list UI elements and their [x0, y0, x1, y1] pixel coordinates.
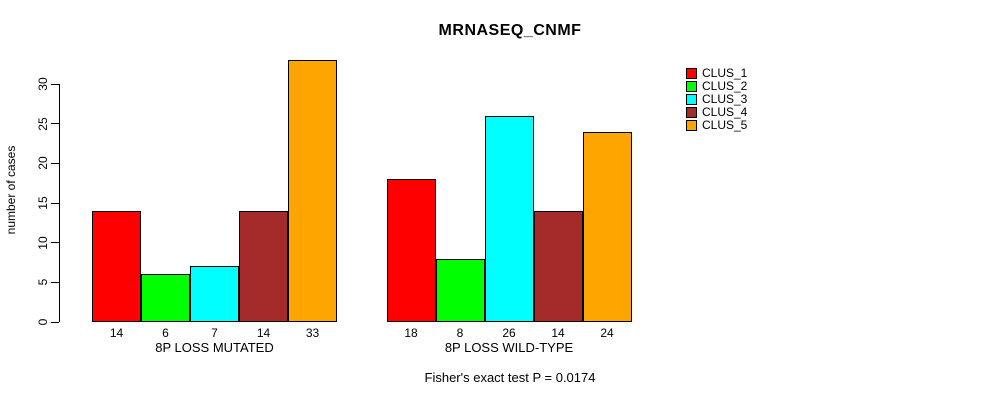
- y-axis-tick: [51, 242, 59, 244]
- bar-value-label: 7: [211, 326, 218, 340]
- bar-value-label: 26: [502, 326, 516, 340]
- legend-item: CLUS_1: [686, 67, 747, 80]
- bar-value-label: 6: [162, 326, 169, 340]
- legend-item: CLUS_4: [686, 106, 747, 119]
- legend-label: CLUS_1: [702, 66, 748, 80]
- y-axis-tick: [51, 83, 59, 85]
- legend-label: CLUS_5: [702, 118, 748, 132]
- fisher-test-annotation: Fisher's exact test P = 0.0174: [424, 370, 596, 385]
- y-axis-tick: [51, 202, 59, 204]
- bar-8p-loss-mutated-clus_3: [190, 266, 239, 322]
- legend-swatch-clus_4: [686, 107, 697, 118]
- bar-8p-loss-wild-type-clus_1: [386, 179, 436, 322]
- bar-value-label: 14: [551, 326, 565, 340]
- bar-8p-loss-mutated-clus_1: [92, 210, 141, 322]
- legend-swatch-clus_3: [686, 94, 697, 105]
- y-axis-tick: [51, 162, 59, 164]
- group-label-8p-loss-wild-type: 8P LOSS WILD-TYPE: [444, 340, 574, 355]
- bar-8p-loss-mutated-clus_2: [141, 274, 190, 322]
- bar-8p-loss-mutated-clus_4: [239, 210, 288, 322]
- legend-swatch-clus_1: [686, 68, 697, 79]
- legend-swatch-clus_2: [686, 81, 697, 92]
- legend: CLUS_1 CLUS_2 CLUS_3 CLUS_4 CLUS_5: [686, 67, 747, 132]
- legend-label: CLUS_3: [702, 92, 748, 106]
- bar-value-label: 14: [109, 326, 124, 340]
- bar-value-label: 24: [600, 326, 614, 340]
- y-axis-line: [59, 84, 60, 322]
- legend-label: CLUS_4: [702, 105, 748, 119]
- bar-8p-loss-wild-type-clus_5: [582, 131, 632, 322]
- legend-swatch-clus_5: [686, 120, 697, 131]
- y-axis-tick: [51, 123, 59, 125]
- y-axis-tick: [51, 281, 59, 283]
- bar-value-label: 18: [404, 326, 418, 340]
- legend-item: CLUS_5: [686, 119, 747, 132]
- legend-item: CLUS_3: [686, 93, 747, 106]
- y-axis-tick: [51, 321, 59, 323]
- bar-value-label: 8: [456, 326, 464, 340]
- legend-label: CLUS_2: [702, 79, 748, 93]
- legend-item: CLUS_2: [686, 80, 747, 93]
- bar-8p-loss-wild-type-clus_4: [533, 210, 583, 322]
- bar-8p-loss-wild-type-clus_3: [484, 115, 534, 322]
- bar-8p-loss-wild-type-clus_2: [435, 258, 485, 322]
- bar-value-label: 14: [256, 326, 271, 340]
- bar-value-label: 33: [305, 326, 320, 340]
- group-label-8p-loss-mutated: 8P LOSS MUTATED: [155, 340, 274, 355]
- chart-title: MRNASEQ_CNMF: [438, 22, 582, 39]
- bar-8p-loss-mutated-clus_5: [288, 60, 337, 322]
